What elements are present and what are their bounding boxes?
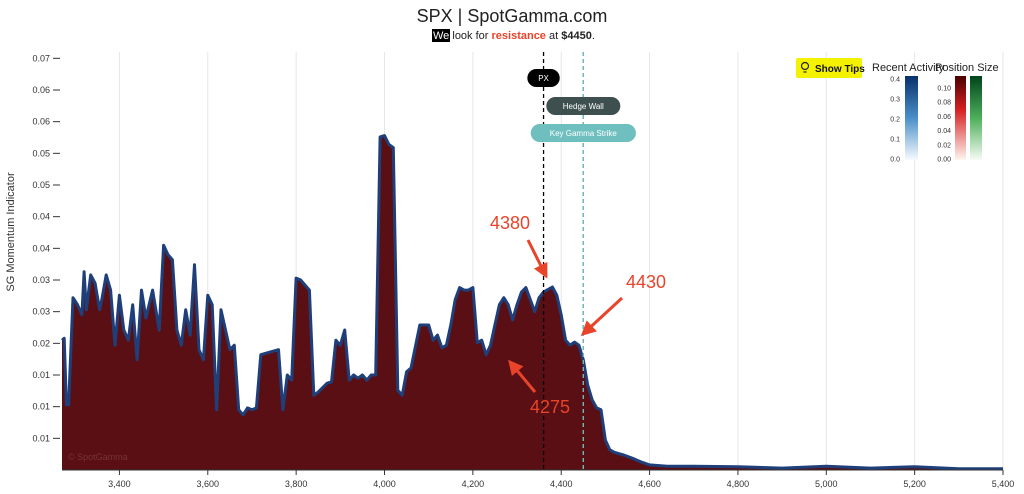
- marker-label: Hedge Wall: [563, 102, 604, 111]
- colorbar-tick-label: 0.04: [937, 128, 951, 135]
- marker-pill: [546, 97, 621, 115]
- colorbar-tick-label: 0.2: [890, 117, 900, 124]
- y-tick-label: 0.02: [32, 338, 50, 348]
- y-tick-label: 0.03: [32, 275, 50, 285]
- x-tick-label: 3,400: [108, 479, 131, 489]
- chart-title: SPX | SpotGamma.com: [417, 6, 608, 26]
- colorbar-tick-label: 0.3: [890, 97, 900, 104]
- x-tick-label: 4,600: [638, 479, 661, 489]
- x-tick-label: 5,200: [903, 479, 926, 489]
- subtitle-part: resistance: [492, 30, 546, 42]
- y-tick-label: 0.06: [32, 85, 50, 95]
- colorbar-tick-label: 0.10: [937, 86, 951, 93]
- x-tick-label: 4,000: [373, 479, 396, 489]
- x-tick-label: 4,800: [727, 479, 750, 489]
- marker-pill: [530, 124, 636, 142]
- subtitle-part: We: [433, 30, 449, 42]
- marker-pill: [527, 69, 560, 87]
- area-outline: [61, 134, 1003, 471]
- marker-label: PX: [538, 74, 549, 83]
- y-tick-label: 0.07: [32, 53, 50, 63]
- show-tips-button[interactable]: Show Tips: [796, 58, 865, 78]
- watermark: © SpotGamma: [68, 452, 128, 462]
- colorbar-title: Position Size: [935, 62, 999, 74]
- area: [62, 135, 1003, 470]
- colorbar: [970, 76, 982, 160]
- colorbar-tick-label: 0.0: [890, 157, 900, 164]
- highlight: [432, 29, 450, 42]
- button-label[interactable]: Show Tips: [815, 64, 865, 75]
- colorbar-tick-label: 0.02: [937, 142, 951, 149]
- subtitle: We look for resistance at $4450.: [433, 30, 595, 42]
- y-tick-label: 0.01: [32, 402, 50, 412]
- colorbar: [955, 76, 966, 160]
- plot-area: 3,400 3,600 3,800 4,000 4,200 4,400 4,600 4,800…: [32, 52, 1014, 489]
- x-tick-label: 5,000: [815, 479, 838, 489]
- button-bg[interactable]: [796, 58, 862, 78]
- x-tick-label: 3,600: [197, 479, 220, 489]
- colorbar-tick-label: 0.06: [937, 114, 951, 121]
- marker-label: Key Gamma Strike: [550, 129, 618, 138]
- y-tick-label: 0.05: [32, 148, 50, 158]
- x-tick-label: 4,400: [550, 479, 573, 489]
- annotation: 4430: [626, 272, 666, 292]
- colorbar-tick-label: 0.08: [937, 100, 951, 107]
- colorbar-tick-label: 0.00: [937, 157, 951, 164]
- colorbar: [905, 76, 918, 160]
- y-tick-label: 0.01: [32, 433, 50, 443]
- x-tick-label: 5,400: [992, 479, 1015, 489]
- subtitle-part: $4450: [561, 30, 592, 42]
- x-tick-label: 3,800: [285, 479, 308, 489]
- y-tick-label: 0.06: [32, 117, 50, 127]
- bulb-icon[interactable]: [800, 61, 810, 71]
- colorbar-title: Recent Activity: [872, 62, 945, 74]
- y-axis-label: SG Momentum Indicator: [5, 172, 17, 292]
- subtitle-part: look for: [449, 30, 491, 42]
- y-tick-label: 0.01: [32, 370, 50, 380]
- arrow: [508, 359, 537, 393]
- subtitle-part: at: [546, 30, 561, 42]
- y-tick-label: 0.04: [32, 212, 50, 222]
- arrow: [526, 239, 548, 279]
- y-tick-label: 0.05: [32, 180, 50, 190]
- colorbar-tick-label: 0.4: [890, 77, 900, 84]
- arrow: [580, 296, 624, 337]
- y-tick-label: 0.03: [32, 307, 50, 317]
- colorbar-tick-label: 0.1: [890, 137, 900, 144]
- annotation: 4380: [490, 213, 530, 233]
- subtitle-part: .: [592, 30, 595, 42]
- x-tick-label: 4,200: [462, 479, 485, 489]
- colorbar-ticks: 0.4 0.3 0.2 0.1 0.0 0.10 0.08 0.06 0.04 0.02 0.00: [890, 77, 951, 164]
- annotation: 4275: [530, 397, 570, 417]
- y-tick-label: 0.04: [32, 243, 50, 253]
